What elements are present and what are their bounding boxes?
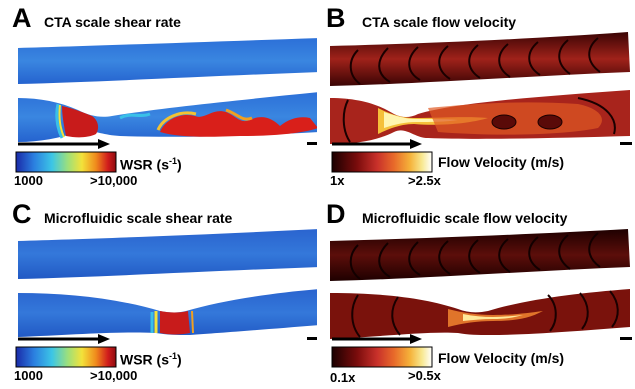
panel-c: C Microfluidic scale shear rate WSR (s-1… (0, 195, 317, 389)
scale-bar (307, 337, 317, 340)
panel-b: B CTA scale flow velocity Flow Velocity … (318, 0, 635, 194)
stenosis-hotspot (160, 311, 190, 335)
colorbar (15, 346, 117, 368)
panel-letter: B (326, 3, 346, 33)
panel-c-graphic (15, 229, 317, 368)
vessel-bottom (330, 289, 630, 339)
panel-title: CTA scale shear rate (44, 14, 181, 30)
panel-title: Microfluidic scale shear rate (44, 210, 233, 226)
vessel-top (330, 229, 630, 281)
panel-letter: D (326, 199, 346, 229)
colorbar-label: WSR (s-1) (120, 156, 182, 173)
colorbar-label: WSR (s-1) (120, 351, 182, 368)
colorbar (331, 151, 433, 173)
colorbar (15, 151, 117, 173)
colorbar-min-label: 1000 (14, 173, 43, 188)
panel-letter: A (12, 3, 32, 33)
scale-bar (307, 142, 317, 145)
wsr-high-region (160, 111, 317, 137)
vessel-top (18, 38, 317, 84)
scale-bar (620, 337, 632, 340)
panel-title: Microfluidic scale flow velocity (362, 210, 568, 226)
vessel-top (330, 32, 630, 86)
panel-a: A CTA scale shear rate WSR (s-1) 1000 >1… (0, 0, 317, 194)
colorbar-max-label: >10,000 (90, 368, 138, 383)
scale-bar (620, 142, 632, 145)
vessel-top (18, 229, 317, 279)
colorbar-label: Flow Velocity (m/s) (438, 350, 565, 366)
colorbar-label: Flow Velocity (m/s) (438, 154, 565, 170)
panel-d-graphic (330, 229, 632, 368)
panel-d: D Microfluidic scale flow velocity Flow … (318, 195, 635, 389)
colorbar-max-label: >0.5x (408, 368, 441, 383)
colorbar-max-label: >10,000 (90, 173, 138, 188)
panel-b-graphic (330, 32, 632, 173)
stenosis-hotspot (62, 106, 99, 138)
colorbar-min-label: 1000 (14, 368, 43, 383)
colorbar-min-label: 1x (330, 173, 345, 188)
panel-letter: C (12, 199, 32, 229)
colorbar-max-label: >2.5x (408, 173, 441, 188)
colorbar (331, 346, 433, 368)
panel-title: CTA scale flow velocity (362, 14, 517, 30)
colorbar-min-label: 0.1x (330, 370, 356, 385)
panel-a-graphic (15, 38, 317, 173)
